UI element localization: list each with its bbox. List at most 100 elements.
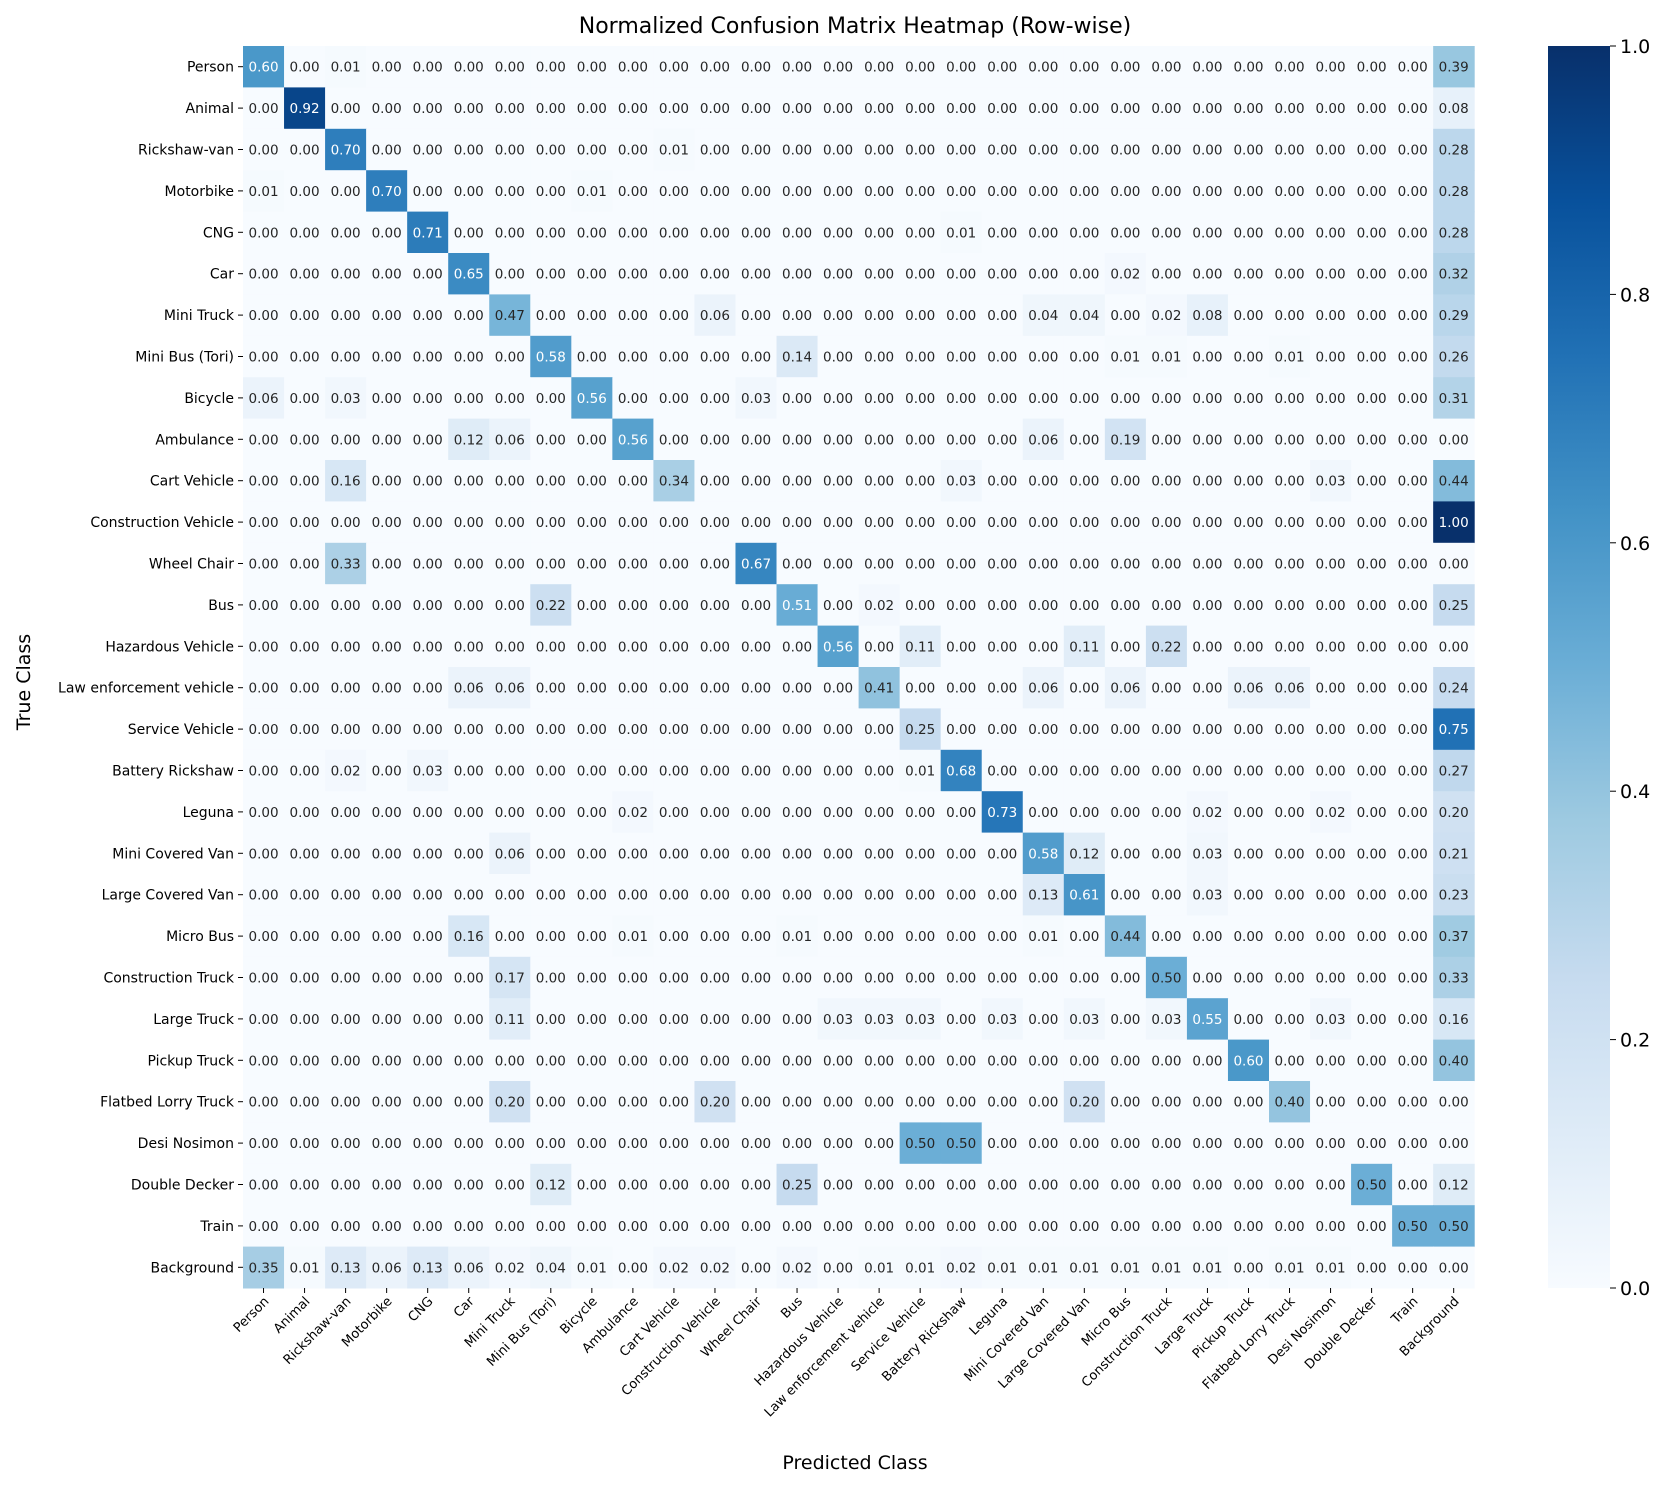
heatmap-cell [612,915,654,958]
heatmap-cell [940,128,983,171]
cell-value-label: 0.00 [1439,1260,1469,1276]
heatmap-cell [1269,1205,1311,1248]
cell-value-label: 0.00 [1028,225,1058,241]
cell-value-label: 0.00 [905,846,935,862]
heatmap-cell [940,211,983,254]
heatmap-cell [530,253,572,295]
cell-value-label: 0.00 [618,971,648,987]
cell-value-label: 0.00 [495,598,525,614]
cell-value-label: 0.00 [1357,846,1387,862]
cell-value-label: 0.00 [741,1178,771,1194]
heatmap-cell [981,998,1024,1041]
heatmap-cell [325,46,367,88]
cell-value-label: 0.00 [495,1178,525,1194]
cell-value-label: 0.00 [248,1136,278,1152]
cell-value-label: 0.00 [1151,805,1181,821]
cell-value-label: 0.00 [1069,474,1099,490]
heatmap-cell [1310,1163,1352,1206]
heatmap-cell [694,253,736,295]
cell-value-label: 0.00 [864,143,894,159]
heatmap-cell [1392,46,1434,88]
cell-value-label: 0.00 [1274,308,1304,324]
cell-value-label: 0.00 [1151,598,1181,614]
cell-value-label: 0.00 [987,639,1017,655]
cell-value-label: 0.03 [1192,888,1222,904]
cell-value-label: 0.33 [1439,971,1469,987]
heatmap-cell [694,791,736,834]
cell-value-label: 0.56 [577,391,607,407]
heatmap-cell [1392,460,1434,502]
cell-value-label: 0.00 [1069,432,1099,448]
heatmap-cell [1104,253,1147,295]
heatmap-cell [284,708,326,751]
heatmap-cell [694,749,736,792]
heatmap-cell [817,377,860,420]
cell-value-label: 0.00 [1151,1136,1181,1152]
cell-value-label: 0.00 [905,805,935,821]
cell-value-label: 0.33 [331,557,361,573]
cell-value-label: 0.00 [372,432,402,448]
heatmap-cell [1022,956,1065,999]
heatmap-cell [284,749,326,792]
heatmap-cell [1104,128,1147,171]
cell-value-label: 0.01 [577,184,607,200]
cell-value-label: 0.00 [248,557,278,573]
cell-value-label: 0.11 [1069,639,1099,655]
heatmap-cell [448,377,490,420]
cell-value-label: 0.00 [536,1219,566,1235]
cell-value-label: 0.00 [248,1095,278,1111]
heatmap-cell [899,1205,942,1248]
cell-value-label: 0.00 [905,60,935,76]
heatmap-cell [1186,335,1229,378]
heatmap-cell [612,625,654,668]
heatmap-cell [325,335,367,378]
heatmap-cell [735,128,778,171]
cell-value-label: 0.22 [536,598,566,614]
cell-value-label: 0.00 [741,805,771,821]
cell-value-label: 0.00 [741,1136,771,1152]
heatmap-cell [899,253,942,295]
heatmap-cell [571,791,613,834]
heatmap-cell [243,1122,285,1165]
heatmap-cell [735,46,778,88]
cell-value-label: 0.00 [1274,929,1304,945]
heatmap-cell [899,956,942,999]
heatmap-cell [1022,128,1065,171]
heatmap-cell [1186,1163,1229,1206]
cell-value-label: 0.00 [1316,350,1346,366]
heatmap-cell [1063,87,1106,130]
heatmap-cell [1392,708,1434,751]
heatmap-cell [612,1122,654,1165]
cell-value-label: 0.00 [823,60,853,76]
cell-value-label: 0.32 [1439,267,1469,283]
cell-value-label: 0.00 [1274,143,1304,159]
heatmap-cell [571,170,613,213]
cell-value-label: 0.00 [987,722,1017,738]
x-tick-label: Car [451,1294,478,1321]
heatmap-cell [1269,874,1311,916]
heatmap-cell [448,501,490,544]
cell-value-label: 0.00 [618,515,648,531]
heatmap-cell [612,667,654,709]
heatmap-cell [530,749,572,792]
cell-value-label: 0.00 [290,474,320,490]
cell-value-label: 0.00 [1110,598,1140,614]
cell-value-label: 0.00 [700,971,730,987]
heatmap-cell [530,46,572,88]
cell-value-label: 0.00 [1151,557,1181,573]
heatmap-cell [1145,1246,1188,1289]
heatmap-cell [1063,832,1106,875]
heatmap-cell [1269,791,1311,834]
cell-value-label: 0.00 [618,391,648,407]
heatmap-cell [530,708,572,751]
heatmap-cell [489,87,531,130]
heatmap-cell [571,584,613,627]
cell-value-label: 0.00 [823,1053,853,1069]
cell-value-label: 0.20 [1439,805,1469,821]
cell-value-label: 0.00 [823,598,853,614]
cell-value-label: 0.00 [413,805,443,821]
y-tick-label: Hazardous Vehicle [105,639,234,655]
y-tick-label: CNG [203,225,234,241]
heatmap-cell [776,667,819,709]
heatmap-cell [817,542,860,585]
